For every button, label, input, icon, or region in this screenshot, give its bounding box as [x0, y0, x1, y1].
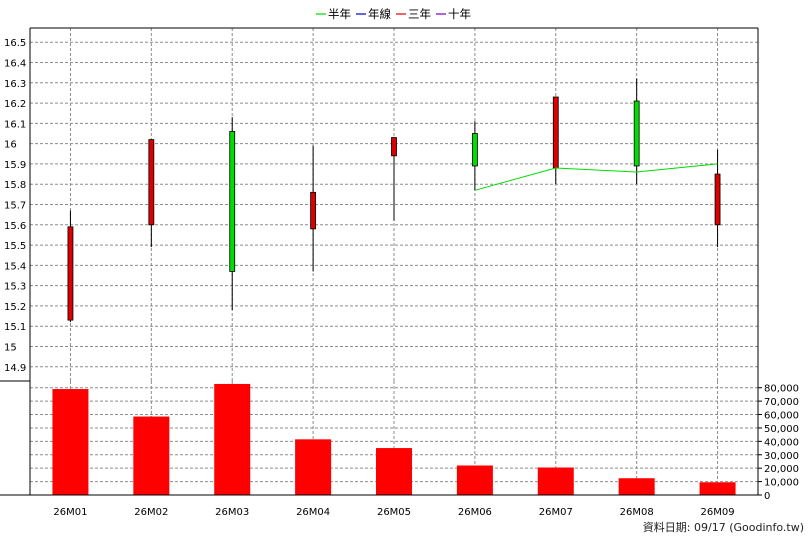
candle-body: [552, 96, 559, 169]
volume-tick-label: 70,000: [764, 397, 799, 408]
price-tick-label: 15.1: [4, 322, 26, 333]
x-tick-label: 26M06: [458, 507, 492, 518]
volume-tick-label: 20,000: [764, 464, 799, 475]
volume-tick-label: 50,000: [764, 424, 799, 435]
price-tick-label: 16: [4, 140, 17, 151]
x-tick-label: 26M02: [134, 507, 168, 518]
volume-bar: [456, 465, 493, 495]
legend-label: 半年: [328, 7, 351, 21]
volume-bar: [618, 478, 655, 495]
price-tick-label: 15.2: [4, 302, 26, 313]
price-tick-label: 14.9: [4, 363, 26, 374]
volume-tick-label: 40,000: [764, 437, 799, 448]
volume-bar: [376, 448, 412, 495]
price-tick-label: 16.5: [4, 38, 26, 49]
candle-body: [310, 191, 317, 230]
candle-body: [714, 173, 721, 226]
price-tick-label: 15.4: [4, 261, 26, 272]
volume-tick-label: 0: [764, 491, 770, 502]
x-tick-label: 26M09: [701, 507, 735, 518]
price-axis-labels: 14.9 15 15.1 15.2 15.3 15.4 15.5 15.6 15.7 15.8 15…: [4, 38, 26, 374]
candle-body: [633, 100, 640, 167]
candle-body: [471, 133, 478, 167]
price-tick-label: 16.1: [4, 119, 26, 130]
legend-label: 三年: [408, 7, 431, 21]
plot-frame: [0, 27, 759, 496]
price-tick-label: 15.6: [4, 221, 26, 232]
moving-average-lines: [474, 163, 718, 191]
legend-label: 年線: [368, 7, 391, 21]
price-tick-label: 16.4: [4, 58, 26, 69]
volume-bar: [214, 383, 251, 495]
x-tick-label: 26M07: [539, 507, 573, 518]
volume-tick-label: 80,000: [764, 384, 799, 395]
price-tick-label: 15.7: [4, 201, 26, 212]
data-date-source: 資料日期: 09/17 (Goodinfo.tw): [643, 520, 804, 534]
volume-bar: [295, 439, 332, 495]
price-tick-label: 16.3: [4, 79, 26, 90]
volume-bar: [52, 389, 89, 495]
volume-tick-label: 30,000: [764, 451, 799, 462]
candle-body: [67, 226, 74, 321]
candles: [67, 78, 721, 323]
volume-axis-labels: 0 10,000 20,000 30,000 40,000 50,000 60,000 70,…: [758, 384, 799, 502]
ma-half-year-line: [474, 163, 718, 191]
price-tick-label: 15: [4, 343, 17, 354]
x-axis-labels: 26M01 26M02 26M03 26M04 26M05 26M06 26M07 26M08…: [53, 507, 734, 518]
legend-label: 十年: [448, 7, 471, 21]
volume-bars: [52, 383, 736, 495]
volume-tick-label: 10,000: [764, 478, 799, 489]
volume-bar: [133, 416, 170, 495]
x-tick-label: 26M08: [620, 507, 654, 518]
candle-body: [391, 137, 397, 157]
price-tick-label: 15.3: [4, 282, 26, 293]
price-tick-label: 15.9: [4, 160, 26, 171]
x-tick-label: 26M04: [296, 507, 330, 518]
volume-bar: [537, 467, 574, 495]
x-tick-label: 26M01: [53, 507, 87, 518]
candle-body: [148, 139, 155, 226]
volume-bar: [699, 482, 736, 495]
legend: 半年 年線 三年 十年: [316, 7, 471, 21]
price-tick-label: 16.2: [4, 99, 26, 110]
x-tick-label: 26M05: [377, 507, 411, 518]
x-tick-label: 26M03: [215, 507, 249, 518]
price-tick-label: 15.5: [4, 241, 26, 252]
price-tick-label: 15.8: [4, 180, 26, 191]
volume-tick-label: 60,000: [764, 411, 799, 422]
candle-body: [229, 131, 236, 272]
